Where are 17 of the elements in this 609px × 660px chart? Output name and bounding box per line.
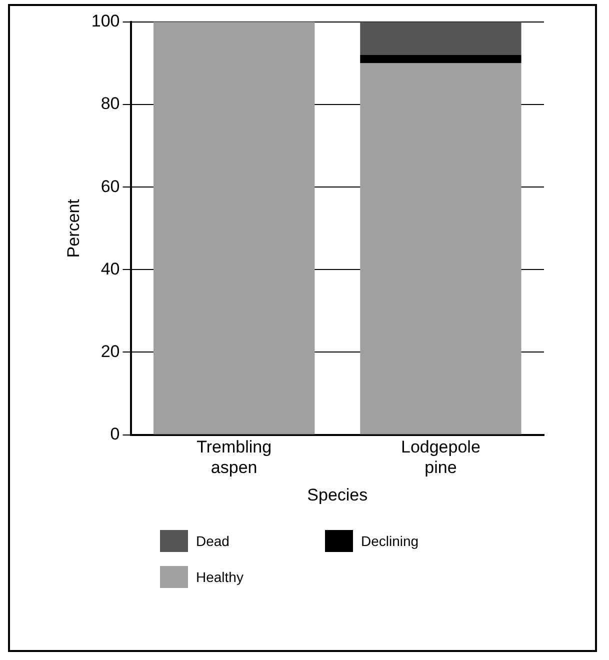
y-tick-label: 100	[91, 12, 120, 31]
x-tick-label: Lodgepole pine	[400, 438, 480, 478]
x-tick-label: Trembling aspen	[196, 438, 272, 478]
x-axis-title: Species	[307, 485, 368, 504]
legend-label: Dead	[196, 533, 230, 549]
bar	[360, 55, 522, 64]
legend-label: Healthy	[196, 569, 244, 585]
y-tick-label: 80	[100, 94, 120, 114]
legend-label: Declining	[361, 533, 419, 549]
y-tick-label: 60	[100, 176, 120, 196]
y-tick-label: 20	[100, 342, 120, 361]
y-tick-label: 0	[110, 424, 120, 444]
bar	[360, 22, 522, 56]
bar	[360, 63, 522, 434]
bar	[153, 22, 315, 434]
y-tick-label: 40	[100, 259, 120, 278]
y-axis-title: Percent	[64, 198, 83, 258]
